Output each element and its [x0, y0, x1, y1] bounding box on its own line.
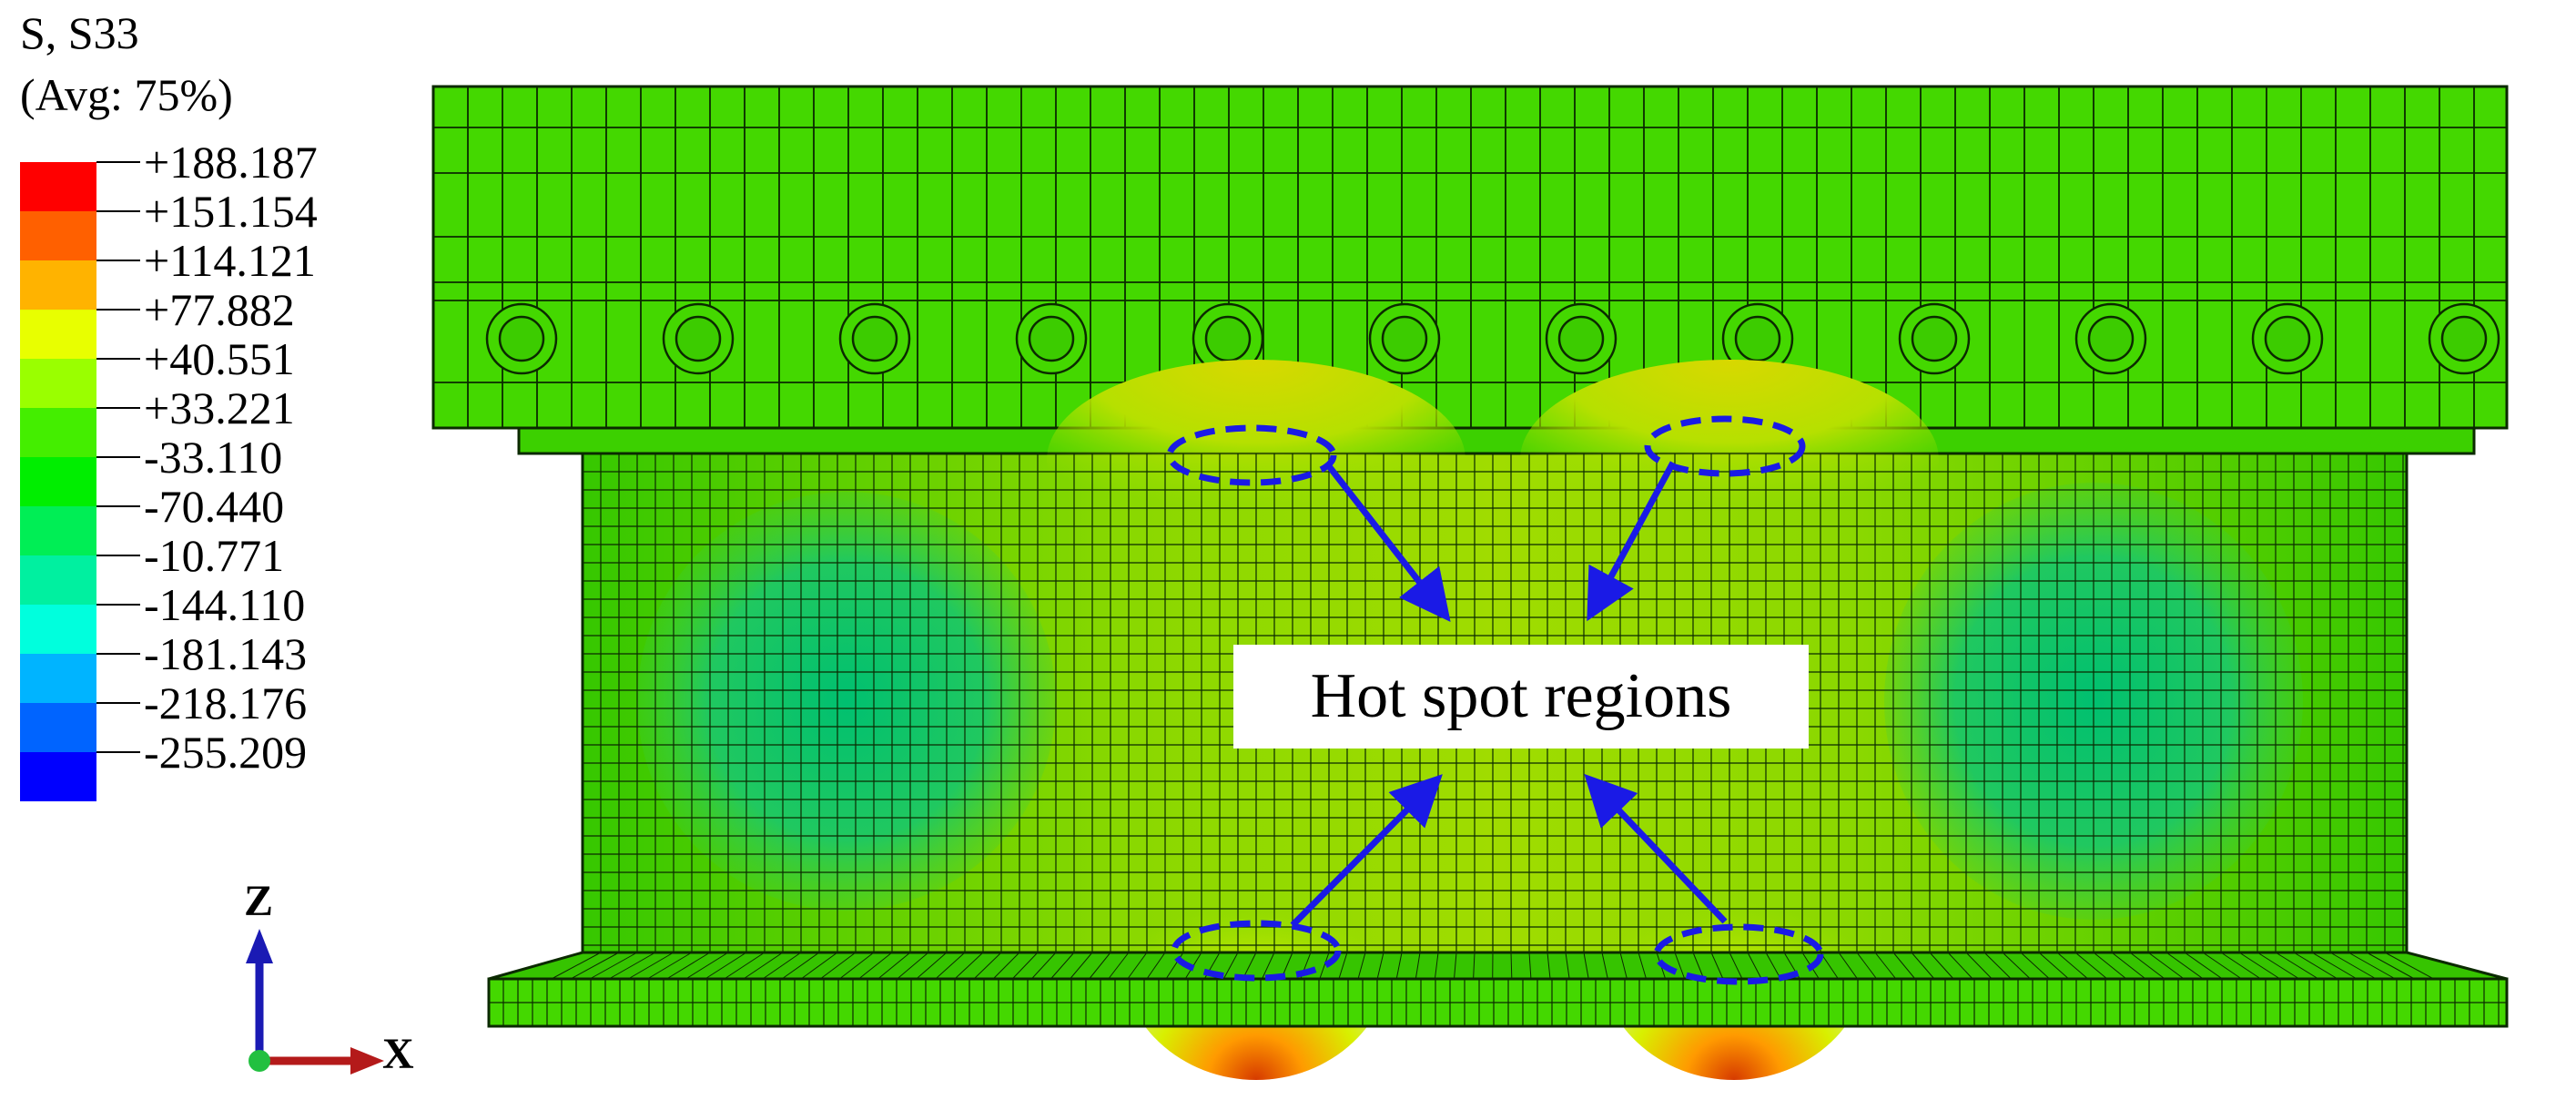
- legend-tick: [96, 161, 140, 163]
- legend-value-label: -181.143: [144, 628, 308, 679]
- hot-spot-top-right: [1644, 415, 1806, 477]
- legend-swatch: [20, 211, 96, 260]
- legend-swatch: [20, 555, 96, 605]
- axis-triad: Z X: [218, 877, 437, 1093]
- legend-value-label: -255.209: [144, 727, 308, 778]
- top-plate: [431, 85, 2509, 453]
- arrow-bottom-right: [1584, 773, 1728, 924]
- legend-tick: [96, 505, 140, 507]
- legend-tick: [96, 358, 140, 360]
- legend-value-label: +77.882: [144, 284, 295, 335]
- x-axis-head: [350, 1047, 384, 1075]
- legend-swatch: [20, 703, 96, 752]
- legend-tick: [96, 407, 140, 409]
- legend-value-label: -70.440: [144, 481, 285, 532]
- legend-tick: [96, 260, 140, 261]
- hot-spot-bottom-left: [1171, 920, 1342, 982]
- hot-spot-bottom-right: [1653, 923, 1824, 985]
- legend-subtitle: (Avg: 75%): [20, 69, 233, 120]
- legend-swatch: [20, 457, 96, 506]
- legend-color-bar: [20, 162, 96, 801]
- bolt-hole: [1028, 315, 1075, 362]
- legend-tick: [96, 702, 140, 704]
- legend-swatch: [20, 162, 96, 211]
- legend-swatch: [20, 654, 96, 703]
- arrow-top-right: [1587, 461, 1677, 622]
- bolt-hole: [1381, 315, 1428, 362]
- bolt-hole: [1734, 315, 1781, 362]
- legend-swatch: [20, 359, 96, 408]
- legend-value-label: +151.154: [144, 186, 318, 237]
- legend-value-label: -10.771: [144, 530, 285, 581]
- bolt-hole: [1204, 315, 1252, 362]
- legend-swatch: [20, 260, 96, 310]
- legend-value-label: -33.110: [144, 432, 283, 483]
- legend-value-label: +114.121: [144, 235, 316, 286]
- contour-legend: S, S33 (Avg: 75%) +188.187 +151.154 +114.1…: [0, 0, 382, 801]
- legend-swatch: [20, 310, 96, 359]
- hot-spot-callout: Hot spot regions: [1233, 645, 1809, 749]
- arrow-bottom-left: [1290, 774, 1443, 928]
- legend-swatch: [20, 408, 96, 457]
- hot-spot-markers: [1166, 415, 1824, 985]
- legend-tick: [96, 210, 140, 212]
- legend-title: S, S33: [20, 7, 139, 58]
- legend-tick: [96, 604, 140, 606]
- bottom-plate: [487, 951, 2509, 1028]
- hot-spot-top-left: [1166, 424, 1337, 486]
- bolt-hole: [498, 315, 545, 362]
- callout-label: Hot spot regions: [1310, 661, 1732, 731]
- legend-value-label: +40.551: [144, 333, 295, 384]
- callout-arrows: [1290, 461, 1728, 928]
- bolt-hole: [1557, 315, 1605, 362]
- legend-swatch: [20, 506, 96, 555]
- legend-tick: [96, 555, 140, 556]
- bolt-hole: [2264, 315, 2311, 362]
- bolt-hole: [2087, 315, 2135, 362]
- legend-value-label: +188.187: [144, 137, 318, 188]
- legend-value-label: +33.221: [144, 382, 295, 433]
- x-axis-label: X: [382, 1030, 414, 1078]
- legend-swatch: [20, 605, 96, 654]
- legend-value-label: -144.110: [144, 579, 306, 630]
- bolt-hole: [2440, 315, 2488, 362]
- legend-swatch: [20, 752, 96, 801]
- bolt-hole: [674, 315, 722, 362]
- legend-tick: [96, 309, 140, 311]
- legend-tick: [96, 456, 140, 458]
- z-axis-head: [246, 929, 273, 963]
- bolt-hole: [851, 315, 898, 362]
- z-axis-label: Z: [244, 877, 274, 925]
- arrow-top-left: [1326, 463, 1451, 623]
- triad-origin: [248, 1050, 270, 1072]
- legend-value-label: -218.176: [144, 677, 308, 728]
- legend-tick: [96, 751, 140, 753]
- legend-tick: [96, 653, 140, 655]
- top-flange-strip: [517, 426, 2476, 455]
- bolt-hole: [1911, 315, 1958, 362]
